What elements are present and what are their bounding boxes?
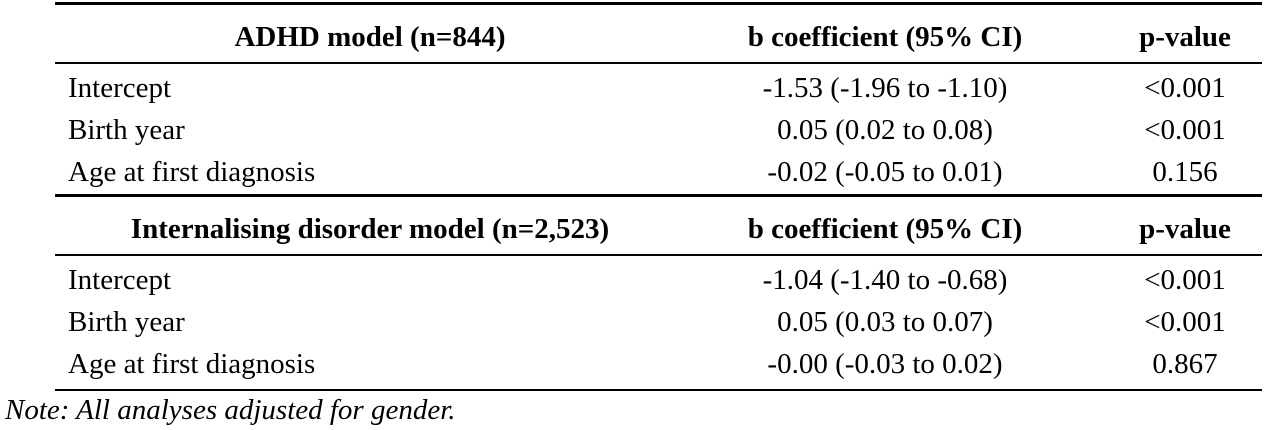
table-note: Note: All analyses adjusted for gender.: [5, 394, 456, 426]
table-cell: Birth year: [68, 306, 185, 338]
column-header: p-value: [1139, 21, 1231, 53]
table-cell: 0.156: [1152, 156, 1218, 188]
table-cell: Intercept: [68, 264, 172, 296]
column-header: p-value: [1139, 213, 1231, 245]
column-header: Internalising disorder model (n=2,523): [130, 213, 610, 245]
table-cell: <0.001: [1144, 306, 1226, 338]
table-rule: [55, 389, 1262, 391]
table-cell: -0.00 (-0.03 to 0.02): [767, 348, 1003, 380]
column-header: ADHD model (n=844): [234, 21, 506, 53]
table-cell: Intercept: [68, 72, 172, 104]
table-cell: Age at first diagnosis: [68, 348, 316, 380]
table-rule: [55, 194, 1262, 197]
table-cell: <0.001: [1144, 72, 1226, 104]
table-cell: <0.001: [1144, 114, 1226, 146]
column-header: b coefficient (95% CI): [747, 213, 1023, 245]
column-header: b coefficient (95% CI): [747, 21, 1023, 53]
table-cell: -1.04 (-1.40 to -0.68): [762, 264, 1008, 296]
table-rule: [55, 254, 1262, 256]
table-cell: 0.05 (0.02 to 0.08): [777, 114, 993, 146]
table-cell: <0.001: [1144, 264, 1226, 296]
table-cell: Age at first diagnosis: [68, 156, 316, 188]
table-cell: -0.02 (-0.05 to 0.01): [767, 156, 1003, 188]
table-cell: 0.867: [1152, 348, 1218, 380]
table-cell: 0.05 (0.03 to 0.07): [777, 306, 993, 338]
table-cell: Birth year: [68, 114, 185, 146]
table-cell: -1.53 (-1.96 to -1.10): [762, 72, 1008, 104]
table-rule: [55, 2, 1262, 5]
table-rule: [55, 62, 1262, 64]
